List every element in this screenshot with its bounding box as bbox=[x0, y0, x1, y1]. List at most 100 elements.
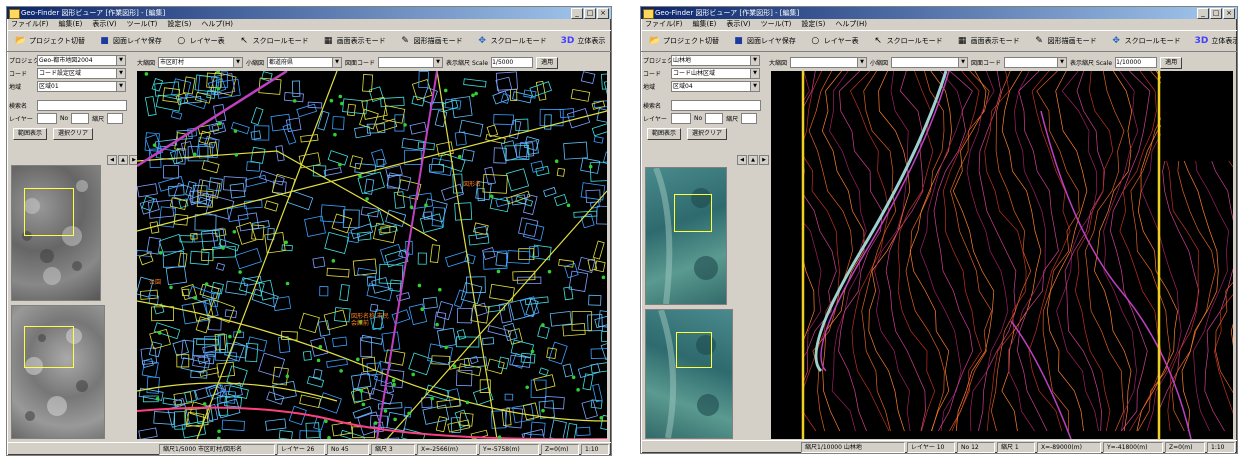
small-scale-select[interactable]: ▼ bbox=[891, 57, 969, 68]
drawing-code-select[interactable]: ▼ bbox=[378, 57, 444, 68]
menu-tools[interactable]: ツール(T) bbox=[760, 20, 792, 28]
building-outline bbox=[453, 289, 467, 308]
menu-tools[interactable]: ツール(T) bbox=[126, 20, 158, 28]
project-select[interactable]: 山林地 ▼ bbox=[671, 55, 760, 66]
code-label: コード bbox=[643, 71, 662, 78]
point-marker bbox=[444, 345, 448, 350]
layer-scale-input[interactable] bbox=[741, 113, 758, 124]
scale-input[interactable]: 1/10000 bbox=[1115, 57, 1158, 68]
layer-table-button[interactable]: ○ レイヤー表 bbox=[177, 36, 225, 46]
building-outline bbox=[431, 355, 451, 365]
building-outline bbox=[326, 358, 348, 368]
display-mode-button[interactable]: ▦ 画面表示モード bbox=[323, 36, 386, 46]
building-outline bbox=[275, 145, 285, 162]
project-switch-button[interactable]: 📂 プロジェクト切替 bbox=[649, 36, 719, 46]
building-outline bbox=[342, 98, 368, 115]
overview-thumbnail-1[interactable] bbox=[11, 165, 101, 301]
minimize-button[interactable]: _ bbox=[571, 8, 583, 19]
point-marker bbox=[285, 281, 290, 286]
scale-input[interactable]: 1/5000 bbox=[491, 57, 534, 68]
building-outline bbox=[475, 181, 492, 201]
3d-view-button[interactable]: 3D 立体表示 bbox=[1194, 36, 1238, 46]
apply-button[interactable]: 適用 bbox=[1160, 56, 1183, 69]
layer-no-input[interactable] bbox=[71, 113, 90, 124]
menu-edit[interactable]: 編集(E) bbox=[58, 20, 83, 28]
building-outline bbox=[525, 140, 539, 155]
clear-selection-button[interactable]: 選択クリア bbox=[53, 128, 94, 140]
map-canvas[interactable] bbox=[771, 71, 1233, 439]
overview-thumbnail-2[interactable] bbox=[645, 309, 733, 439]
close-button[interactable]: × bbox=[1223, 8, 1235, 19]
close-button[interactable]: × bbox=[597, 8, 609, 19]
menu-settings[interactable]: 設定(S) bbox=[801, 20, 826, 28]
menu-help[interactable]: ヘルプ(H) bbox=[201, 20, 234, 28]
range-display-button[interactable]: 範囲表示 bbox=[647, 128, 682, 140]
save-layer-button[interactable]: ■ 図面レイヤ保存 bbox=[734, 36, 796, 46]
viewer-window-urban: Geo-Finder 図形ビューア [作業図形] - [編集] _ □ × ファ… bbox=[6, 6, 612, 456]
layer-input[interactable] bbox=[671, 113, 691, 124]
layer-input[interactable] bbox=[37, 113, 57, 124]
search-input[interactable] bbox=[37, 100, 127, 111]
3d-view-button[interactable]: 3D 立体表示 bbox=[560, 36, 606, 46]
nav-up-button[interactable]: ▲ bbox=[748, 155, 758, 165]
building-outline bbox=[590, 399, 603, 409]
nav-prev-button[interactable]: ◀ bbox=[737, 155, 747, 165]
menu-view[interactable]: 表示(V) bbox=[92, 20, 117, 28]
scroll-mode-button[interactable]: ↖ スクロールモード bbox=[240, 36, 309, 46]
building-outline bbox=[433, 311, 447, 330]
project-select[interactable]: Geo-都市地図2004 ▼ bbox=[37, 55, 126, 66]
draw-mode-button[interactable]: ✎ 図形描画モード bbox=[1035, 36, 1097, 46]
code-select[interactable]: コード山林区域 ▼ bbox=[671, 68, 760, 79]
layer-no-input[interactable] bbox=[705, 113, 724, 124]
menu-file[interactable]: ファイル(F) bbox=[645, 20, 683, 28]
building-outline bbox=[351, 373, 372, 390]
area-select[interactable]: 区域01 ▼ bbox=[37, 81, 126, 92]
menu-view[interactable]: 表示(V) bbox=[726, 20, 751, 28]
building-outline bbox=[396, 291, 411, 302]
draw-mode-button[interactable]: ✎ 図形描画モード bbox=[401, 36, 463, 46]
building-outline bbox=[529, 81, 552, 98]
building-outline bbox=[375, 118, 398, 133]
nav-next-button[interactable]: ▶ bbox=[759, 155, 769, 165]
overview-thumbnail-1[interactable] bbox=[645, 167, 727, 305]
building-outline bbox=[203, 335, 222, 354]
layer-no-label: No bbox=[60, 115, 69, 122]
building-outline bbox=[518, 141, 529, 160]
display-mode-button[interactable]: ▦ 画面表示モード bbox=[957, 36, 1020, 46]
menu-help[interactable]: ヘルプ(H) bbox=[835, 20, 868, 28]
layer-table-button[interactable]: ○ レイヤー表 bbox=[811, 36, 859, 46]
layer-label: レイヤー bbox=[9, 116, 33, 123]
scroll-mode-button[interactable]: ↖ スクロールモード bbox=[874, 36, 943, 46]
minimize-button[interactable]: _ bbox=[1197, 8, 1209, 19]
search-input[interactable] bbox=[671, 100, 761, 111]
menu-settings[interactable]: 設定(S) bbox=[167, 20, 192, 28]
pan-mode-button[interactable]: ✥ スクロールモード bbox=[478, 36, 547, 46]
pan-mode-button[interactable]: ✥ スクロールモード bbox=[1112, 36, 1181, 46]
building-outline bbox=[368, 86, 384, 102]
building-outline bbox=[515, 195, 534, 207]
save-layer-button[interactable]: ■ 図面レイヤ保存 bbox=[100, 36, 162, 46]
building-outline bbox=[398, 249, 410, 260]
maximize-button[interactable]: □ bbox=[584, 8, 596, 19]
range-display-button[interactable]: 範囲表示 bbox=[13, 128, 48, 140]
clear-selection-button[interactable]: 選択クリア bbox=[687, 128, 728, 140]
area-select[interactable]: 区域04 ▼ bbox=[671, 81, 760, 92]
nav-prev-button[interactable]: ◀ bbox=[107, 155, 117, 165]
project-switch-button[interactable]: 📂 プロジェクト切替 bbox=[15, 36, 85, 46]
maximize-button[interactable]: □ bbox=[1210, 8, 1222, 19]
building-outline bbox=[533, 374, 556, 391]
code-select[interactable]: コード設定区域 ▼ bbox=[37, 68, 126, 79]
small-scale-select[interactable]: 都道府県 ▼ bbox=[267, 57, 343, 68]
large-scale-select[interactable]: 市区町村 ▼ bbox=[158, 57, 244, 68]
map-canvas[interactable]: 公園 図形名 図形名称 市民会館前 bbox=[137, 71, 607, 439]
status-ratio: 1:10 bbox=[1207, 441, 1235, 453]
point-marker bbox=[216, 71, 220, 74]
drawing-code-select[interactable]: ▼ bbox=[1004, 57, 1068, 68]
menu-edit[interactable]: 編集(E) bbox=[692, 20, 717, 28]
large-scale-select[interactable]: ▼ bbox=[790, 57, 868, 68]
apply-button[interactable]: 適用 bbox=[536, 56, 559, 69]
menu-file[interactable]: ファイル(F) bbox=[11, 20, 49, 28]
layer-scale-input[interactable] bbox=[107, 113, 124, 124]
overview-thumbnail-2[interactable] bbox=[11, 305, 105, 439]
nav-up-button[interactable]: ▲ bbox=[118, 155, 128, 165]
